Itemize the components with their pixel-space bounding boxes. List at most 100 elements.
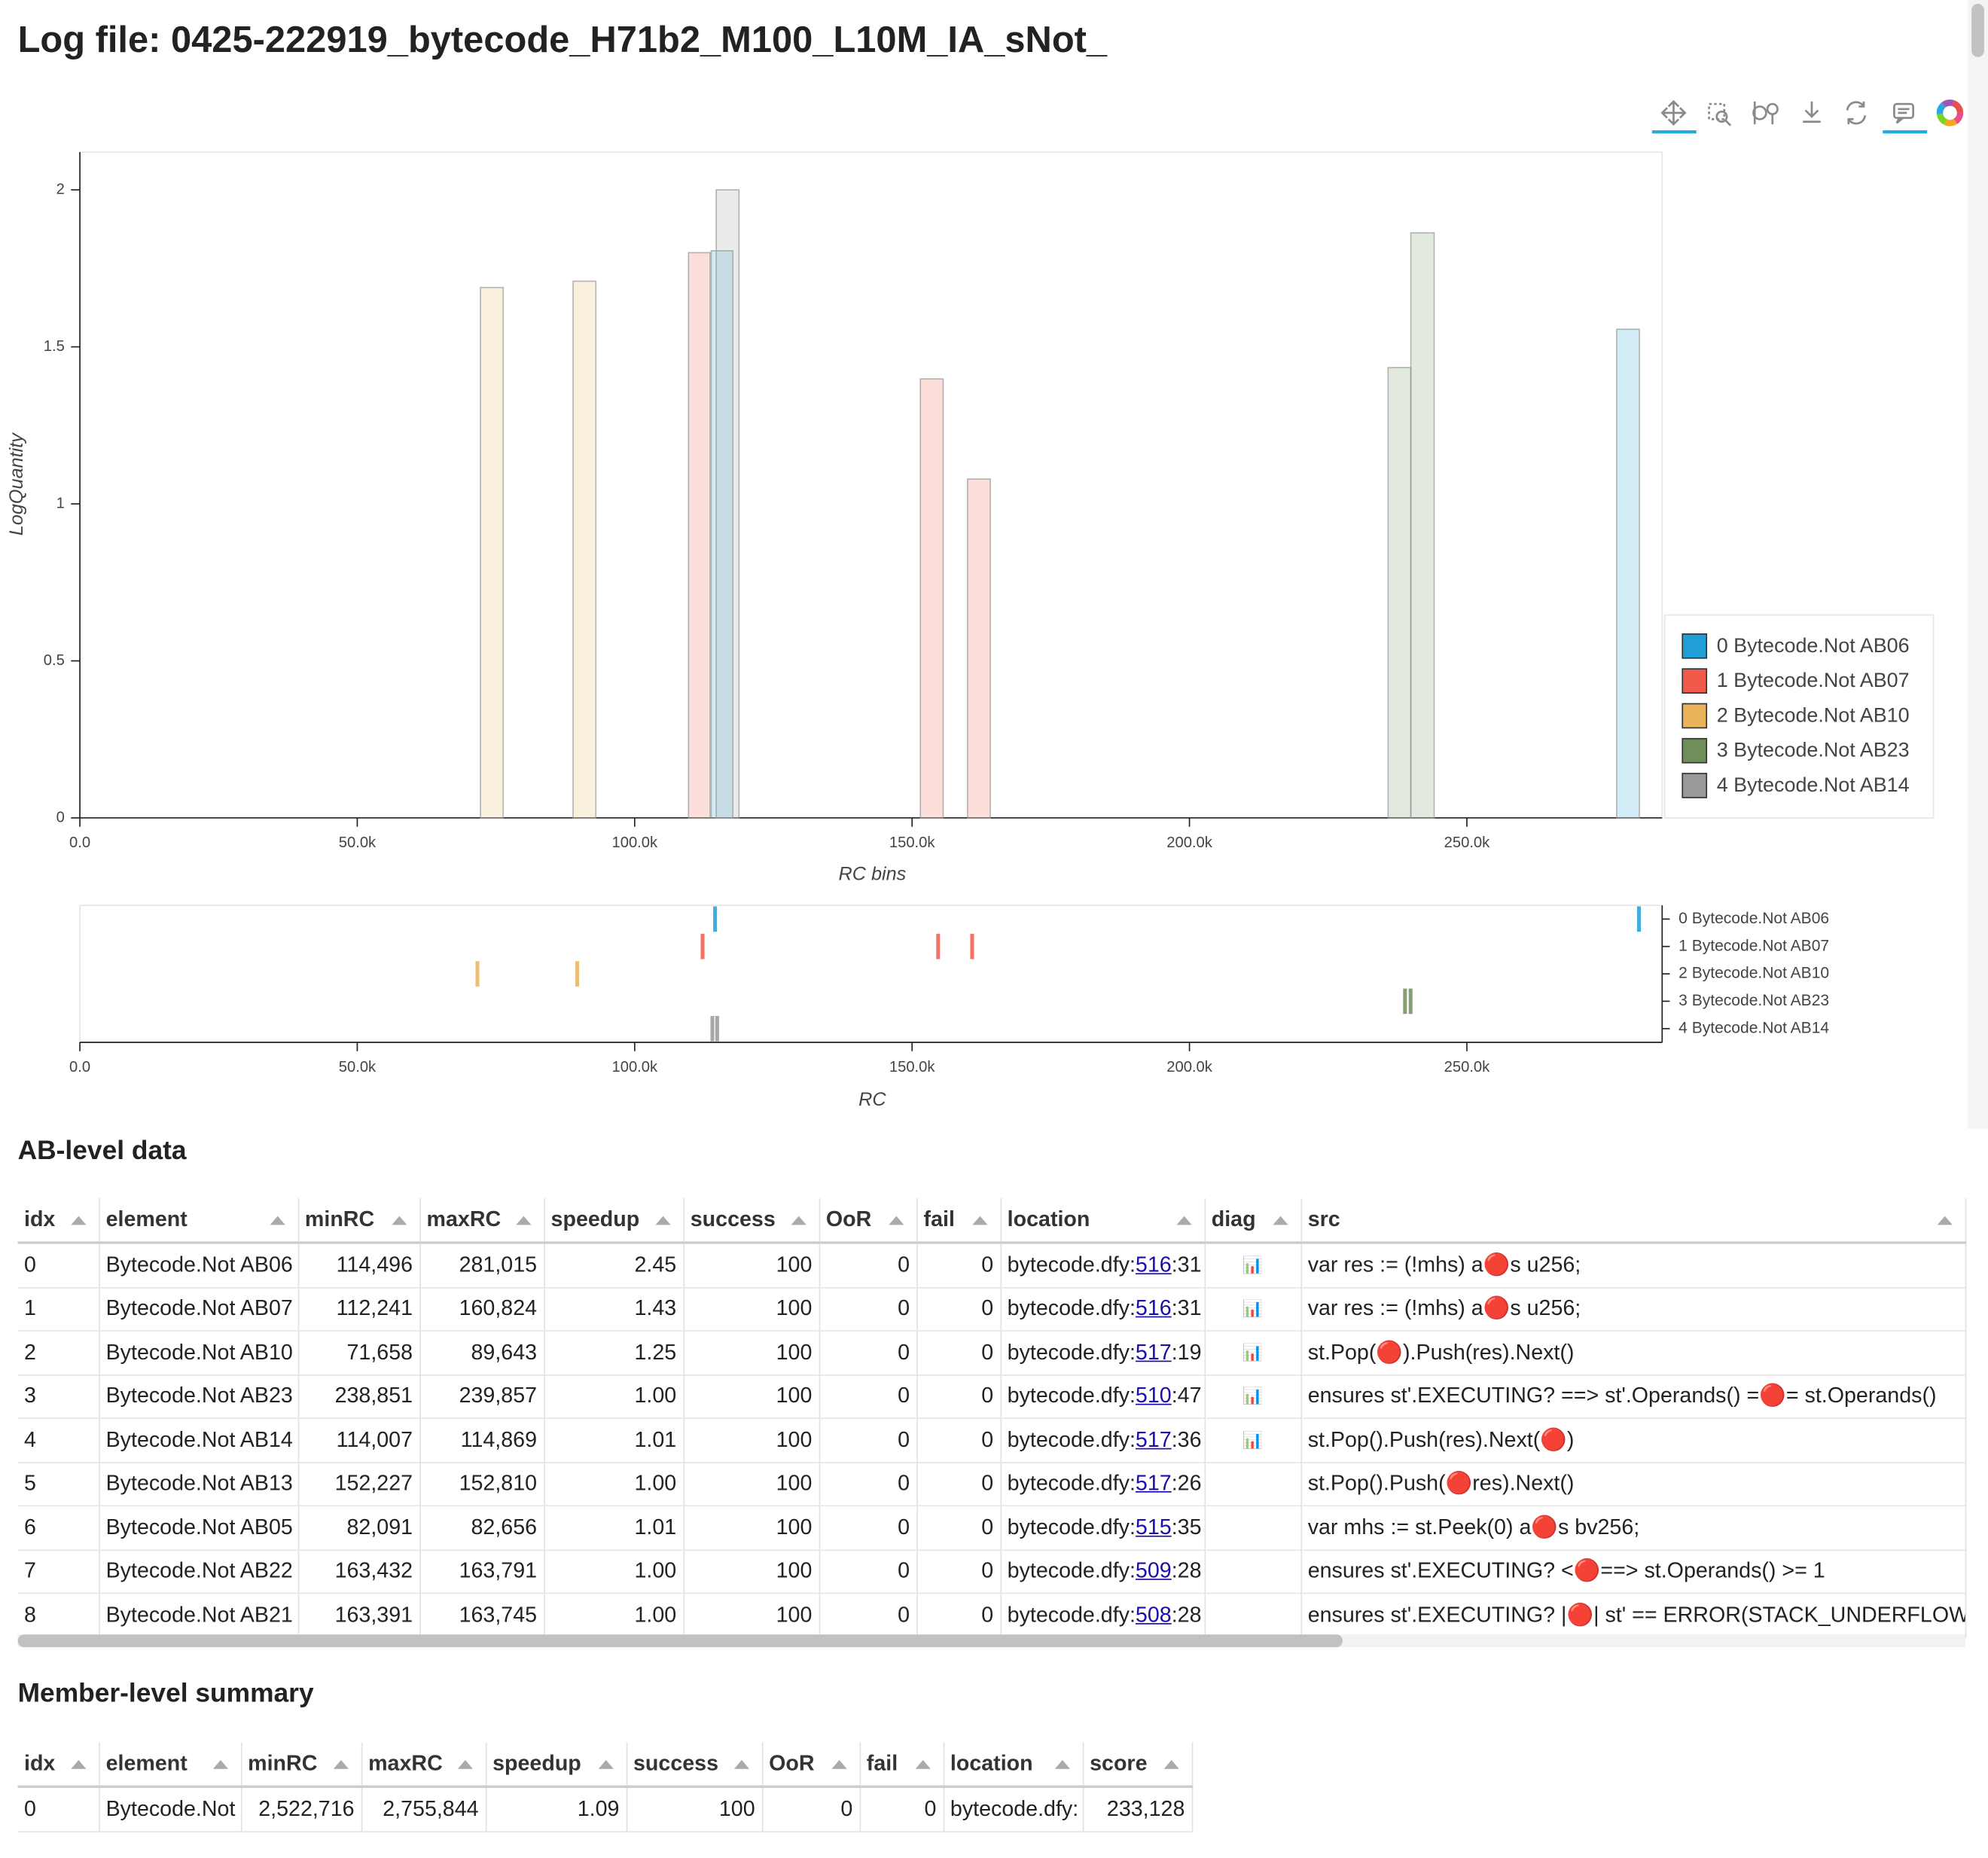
location-file: bytecode.dfy: [1007,1602,1136,1627]
cell-text: 0 [898,1471,910,1496]
location-link[interactable]: 510 [1135,1384,1172,1408]
location-link[interactable]: 508 [1135,1602,1172,1627]
cell: Bytecode.Not AB06 [99,1242,299,1288]
y-tick-label: 4 Bytecode.Not AB14 [1679,1019,1829,1036]
cell-text: 1.00 [634,1384,677,1408]
sort-arrow [597,1759,614,1769]
page-scrollbar[interactable] [1968,0,1988,1129]
column-header[interactable]: minRC [240,1742,362,1788]
column-header[interactable]: diag [1204,1198,1302,1244]
box-zoom-tool[interactable] [1708,102,1732,127]
cell: 2.45 [544,1242,685,1288]
table-row: 0 Bytecode.Not AB06 114,496 281,015 2.45 100 0… [17,1242,1966,1288]
cell: st.Pop(🔴).Push(res).Next() [1300,1331,1966,1375]
column-header[interactable]: maxRC [361,1742,486,1788]
location-col: :19 [1171,1340,1202,1365]
page-title: Log file: 0425-222919_bytecode_H71b2_M10… [17,20,1108,61]
hover-tool[interactable] [1893,102,1915,124]
cell: 0 [819,1286,918,1332]
cell-text: 2.45 [634,1252,677,1277]
bokeh-logo[interactable] [1936,99,1964,127]
cell: ensures st'.EXECUTING? ==> st'.Operands(… [1300,1374,1966,1420]
x-tick-label: 50.0k [339,834,377,851]
cell-text: 100 [776,1602,813,1627]
x-tick-label: 200.0k [1166,1059,1213,1075]
sort-arrow [888,1216,904,1225]
column-header[interactable]: element [99,1198,299,1244]
column-header[interactable]: success [683,1198,820,1244]
cell-text: 163,432 [334,1558,413,1583]
column-header[interactable]: element [99,1742,242,1788]
column-header[interactable]: speedup [544,1198,685,1244]
location-link[interactable]: 509 [1135,1558,1172,1583]
column-header[interactable]: score [1082,1742,1193,1788]
reset-tool[interactable] [1846,101,1867,125]
cell: 100 [683,1374,820,1420]
strip-mark [936,933,941,960]
column-header[interactable]: speedup [485,1742,627,1788]
diag-icon[interactable]: 📊 [1242,1298,1264,1318]
cell-text: 0 [840,1796,853,1821]
cell: var res := (!mhs) a🔴s u256; [1300,1242,1966,1288]
plot-frame [79,905,1663,1043]
column-header[interactable]: maxRC [419,1198,545,1244]
cell-text: 0 [981,1471,994,1496]
cell: 100 [683,1462,820,1507]
pan-tool[interactable] [1660,99,1687,126]
column-header[interactable]: idx [17,1198,100,1244]
location-link[interactable]: 516 [1135,1296,1172,1321]
table-row: 8 Bytecode.Not AB21 163,391 163,745 1.00 100 0… [17,1593,1966,1638]
column-title: score [1090,1751,1148,1776]
diag-icon[interactable]: 📊 [1242,1342,1264,1362]
scrollbar-thumb[interactable] [17,1634,1343,1648]
column-header[interactable]: fail [859,1742,944,1788]
strip-mark [700,933,705,960]
cell-text: 71,658 [346,1340,413,1365]
diag-icon[interactable]: 📊 [1242,1255,1264,1274]
strip-mark [713,906,718,932]
table-row: 0 Bytecode.Not 2,522,716 2,755,844 1.09 100 0 0… [17,1786,1193,1832]
column-header[interactable]: minRC [297,1198,421,1244]
location-link[interactable]: 516 [1135,1252,1172,1277]
legend-swatch [1682,773,1708,798]
table-scrollbar[interactable] [17,1634,1965,1648]
cell [1204,1593,1302,1638]
location-link[interactable]: 517 [1135,1427,1172,1452]
scrollbar-thumb[interactable] [1971,4,1984,57]
cell-text: 0 [981,1252,994,1277]
cell-text: 100 [776,1384,813,1408]
column-header[interactable]: fail [916,1198,1002,1244]
location-link[interactable]: 517 [1135,1471,1172,1496]
table-header: idx element minRC maxRC speedup success OoR fai… [17,1198,1966,1244]
column-header[interactable]: success [626,1742,763,1788]
cell: bytecode.dfy:517:26 [1000,1462,1206,1507]
cell: 233,128 [1082,1786,1193,1832]
cell: 100 [626,1786,763,1832]
location-file: bytecode.dfy: [1007,1471,1136,1496]
column-header[interactable]: idx [17,1742,100,1788]
location-col: :47 [1171,1384,1202,1408]
location-file: bytecode.dfy: [1007,1558,1136,1583]
cell: 📊 [1204,1418,1302,1463]
location-link[interactable]: 517 [1135,1340,1172,1365]
cell-text: Bytecode.Not AB13 [105,1471,293,1496]
column-header[interactable]: src [1300,1198,1966,1244]
strip-mark [710,1015,715,1042]
diag-icon[interactable]: 📊 [1242,1429,1264,1450]
cell-text: 114,869 [460,1427,538,1452]
cell: Bytecode.Not AB05 [99,1506,299,1551]
column-header[interactable]: OoR [819,1198,918,1244]
column-header[interactable]: location [943,1742,1084,1788]
diag-icon[interactable]: 📊 [1242,1386,1264,1405]
sort-arrow [391,1216,407,1225]
location-link[interactable]: 515 [1135,1515,1172,1539]
wheel-zoom-tool[interactable] [1752,101,1779,124]
cell-text: 0 [898,1384,910,1408]
column-title: src [1307,1207,1340,1231]
column-header[interactable]: OoR [761,1742,861,1788]
cell-text: 100 [776,1427,813,1452]
column-header[interactable]: location [1000,1198,1206,1244]
save-tool[interactable] [1803,101,1821,123]
header-row: idx element minRC maxRC speedup success OoR fai… [17,1198,1966,1244]
sort-arrow [790,1216,806,1225]
